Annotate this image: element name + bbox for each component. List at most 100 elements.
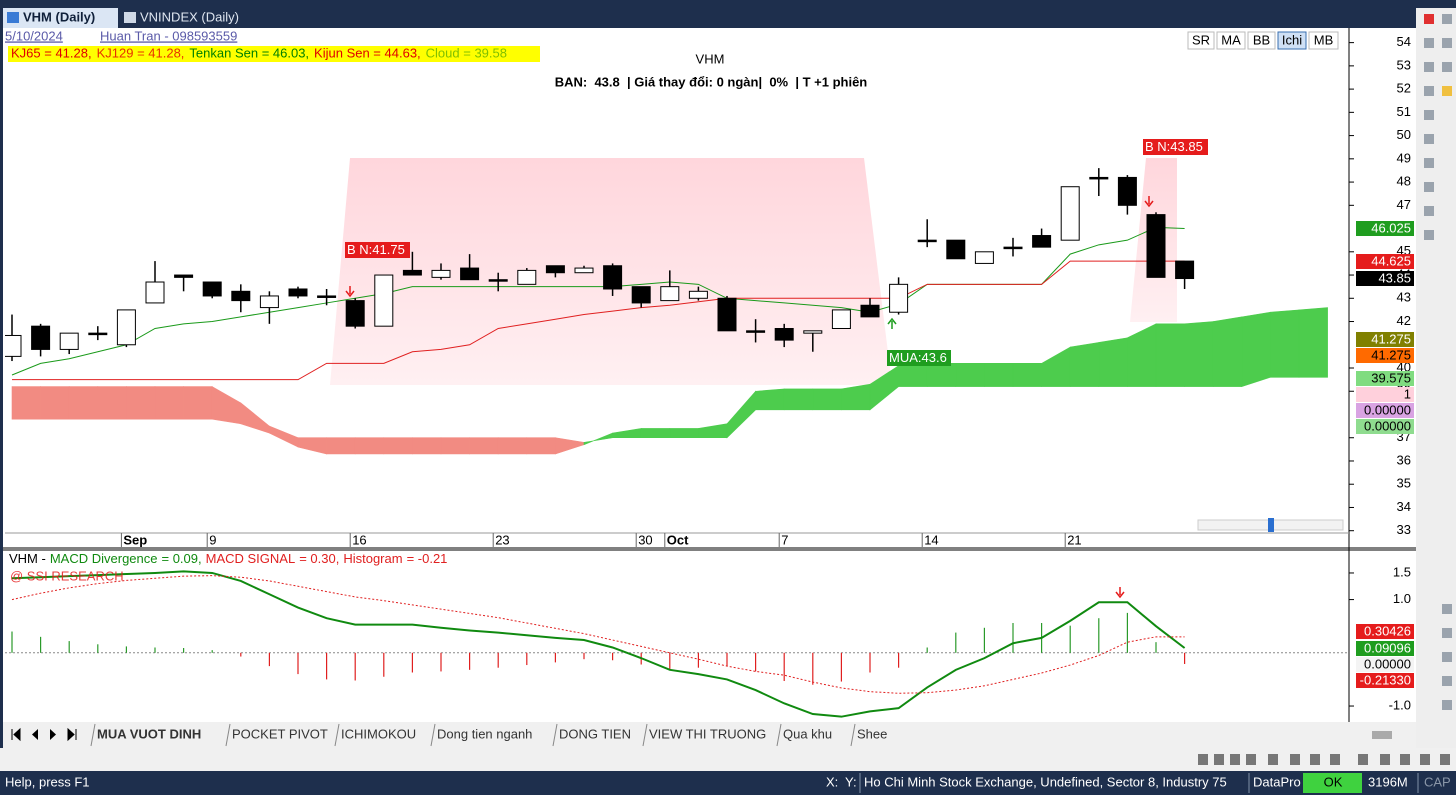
tool-icon[interactable] bbox=[1246, 754, 1256, 765]
sell-arrow bbox=[1115, 587, 1125, 599]
tool-icon[interactable] bbox=[1380, 754, 1390, 765]
candle-body bbox=[660, 286, 680, 302]
tool-icon[interactable] bbox=[1442, 604, 1452, 614]
toolbar-button[interactable] bbox=[1277, 31, 1307, 50]
value-tag-label: 43.85 bbox=[1378, 270, 1411, 285]
bottom-icons bbox=[1198, 754, 1450, 765]
tool-icon[interactable] bbox=[1442, 38, 1452, 48]
toolbar-button-label[interactable]: MA bbox=[1221, 32, 1241, 47]
y-tick-label: 43 bbox=[1397, 290, 1411, 305]
tool-icon[interactable] bbox=[1358, 754, 1368, 765]
toolbar-button-label[interactable]: BB bbox=[1253, 32, 1270, 47]
nav-first[interactable] bbox=[11, 727, 21, 742]
tool-icon[interactable] bbox=[1290, 754, 1300, 765]
tool-icon[interactable] bbox=[1400, 754, 1410, 765]
tool-icon[interactable] bbox=[1440, 754, 1450, 765]
tool-icon[interactable] bbox=[1424, 206, 1434, 216]
cloud-segment bbox=[926, 363, 957, 387]
nav-prev[interactable] bbox=[32, 729, 38, 740]
cloud-segment bbox=[898, 363, 928, 387]
tool-icon[interactable] bbox=[1330, 754, 1340, 765]
sheet-tabs: MUA VUOT DINH POCKET PIVOT ICHIMOKOU Dong t… bbox=[90, 723, 887, 747]
active-window-tab[interactable] bbox=[3, 8, 118, 28]
y-tick-label: 40 bbox=[1397, 359, 1411, 374]
sheet-tab[interactable]: ICHIMOKOU bbox=[341, 726, 416, 741]
legend-name: MACD Divergence bbox=[50, 551, 158, 566]
candle-body bbox=[174, 274, 194, 278]
sheet-tab[interactable]: MUA VUOT DINH bbox=[97, 726, 201, 741]
cloud-segment bbox=[1241, 311, 1271, 388]
toolbar-button[interactable] bbox=[1308, 31, 1339, 50]
tool-icon[interactable] bbox=[1424, 158, 1434, 168]
candle-body bbox=[574, 267, 594, 274]
tool-icon[interactable] bbox=[1442, 62, 1452, 72]
value-tag bbox=[1356, 271, 1414, 286]
toolbar-button-label[interactable]: Ichi bbox=[1282, 32, 1302, 47]
value-tag bbox=[1356, 657, 1414, 672]
nav-next[interactable] bbox=[50, 729, 56, 740]
tool-icon[interactable] bbox=[1442, 700, 1452, 710]
candle-body bbox=[860, 304, 880, 318]
toolbar-button-label[interactable]: SR bbox=[1192, 32, 1210, 47]
candle-body bbox=[374, 274, 394, 327]
annotation: B N:43.85 bbox=[1145, 139, 1203, 154]
tool-icon[interactable] bbox=[1442, 628, 1452, 638]
sheet-tab[interactable]: Shee bbox=[857, 726, 887, 741]
candle-body bbox=[1146, 214, 1166, 278]
cloud-segment bbox=[1155, 323, 1185, 387]
cloud-segment bbox=[1184, 321, 1214, 387]
legend-name: MACD SIGNAL bbox=[206, 551, 296, 566]
sheet-tab[interactable]: Qua khu bbox=[783, 726, 832, 741]
tool-icon[interactable] bbox=[1424, 230, 1434, 240]
tool-icon[interactable] bbox=[1424, 110, 1434, 120]
tool-icon[interactable] bbox=[1442, 86, 1452, 96]
sheet-scroll[interactable] bbox=[1372, 731, 1392, 739]
candle-body bbox=[917, 239, 937, 243]
value-tag bbox=[1356, 371, 1414, 386]
kijun-line bbox=[12, 260, 1185, 381]
tool-icon[interactable] bbox=[1214, 754, 1224, 765]
candle-body bbox=[317, 295, 337, 298]
sheet-tab[interactable]: POCKET PIVOT bbox=[232, 726, 328, 741]
toolbar-button-label[interactable]: MB bbox=[1314, 32, 1334, 47]
nav-last[interactable] bbox=[67, 727, 77, 742]
tool-icon[interactable] bbox=[1420, 754, 1430, 765]
y-tick-label: 36 bbox=[1397, 452, 1411, 467]
tool-icon[interactable] bbox=[1424, 62, 1434, 72]
tool-icon[interactable] bbox=[1442, 676, 1452, 686]
tool-icon[interactable] bbox=[1442, 652, 1452, 662]
toolbar-button[interactable] bbox=[1216, 31, 1246, 50]
y-tick-label: 48 bbox=[1397, 174, 1411, 189]
tool-icon[interactable] bbox=[1310, 754, 1320, 765]
sheet-tab[interactable]: VIEW THI TRUONG bbox=[649, 726, 766, 741]
annotation: MUA:43.6 bbox=[889, 350, 947, 365]
tool-icon[interactable] bbox=[1198, 754, 1208, 765]
status-help: Help, press F1 bbox=[5, 774, 90, 789]
legend-item: Tenkan Sen = 46.03, bbox=[189, 46, 309, 61]
tool-icon[interactable] bbox=[1268, 754, 1278, 765]
candle-body bbox=[1003, 246, 1023, 250]
tool-icon[interactable] bbox=[1424, 182, 1434, 192]
sheet-tab[interactable]: DONG TIEN bbox=[559, 726, 631, 741]
tool-icon[interactable] bbox=[1230, 754, 1240, 765]
tool-icon[interactable] bbox=[1424, 134, 1434, 144]
y-tick-label: 53 bbox=[1397, 57, 1411, 72]
cloud-segment bbox=[1212, 316, 1243, 387]
toolbar-button[interactable] bbox=[1247, 31, 1276, 50]
tool-icon[interactable] bbox=[1424, 38, 1434, 48]
legend-item: KJ129 = 41.28, bbox=[97, 46, 185, 61]
scroll-thumb[interactable] bbox=[1268, 518, 1274, 532]
sheet-tab[interactable]: Dong tien nganh bbox=[437, 726, 532, 741]
macd-line bbox=[11, 570, 1186, 718]
tool-icon[interactable] bbox=[1442, 14, 1452, 24]
toolbar-button[interactable] bbox=[1187, 31, 1215, 50]
value-tag bbox=[1356, 641, 1414, 656]
macd-pane bbox=[5, 570, 1349, 718]
tool-icon[interactable] bbox=[1424, 14, 1434, 24]
tool-icon[interactable] bbox=[1424, 86, 1434, 96]
window-tab[interactable]: VNINDEX (Daily) bbox=[140, 9, 239, 24]
window-tab[interactable]: VHM (Daily) bbox=[23, 9, 95, 24]
cloud-segment bbox=[841, 383, 871, 411]
y-tick-label: 1.5 bbox=[1393, 564, 1411, 579]
cloud-segment bbox=[755, 388, 785, 411]
